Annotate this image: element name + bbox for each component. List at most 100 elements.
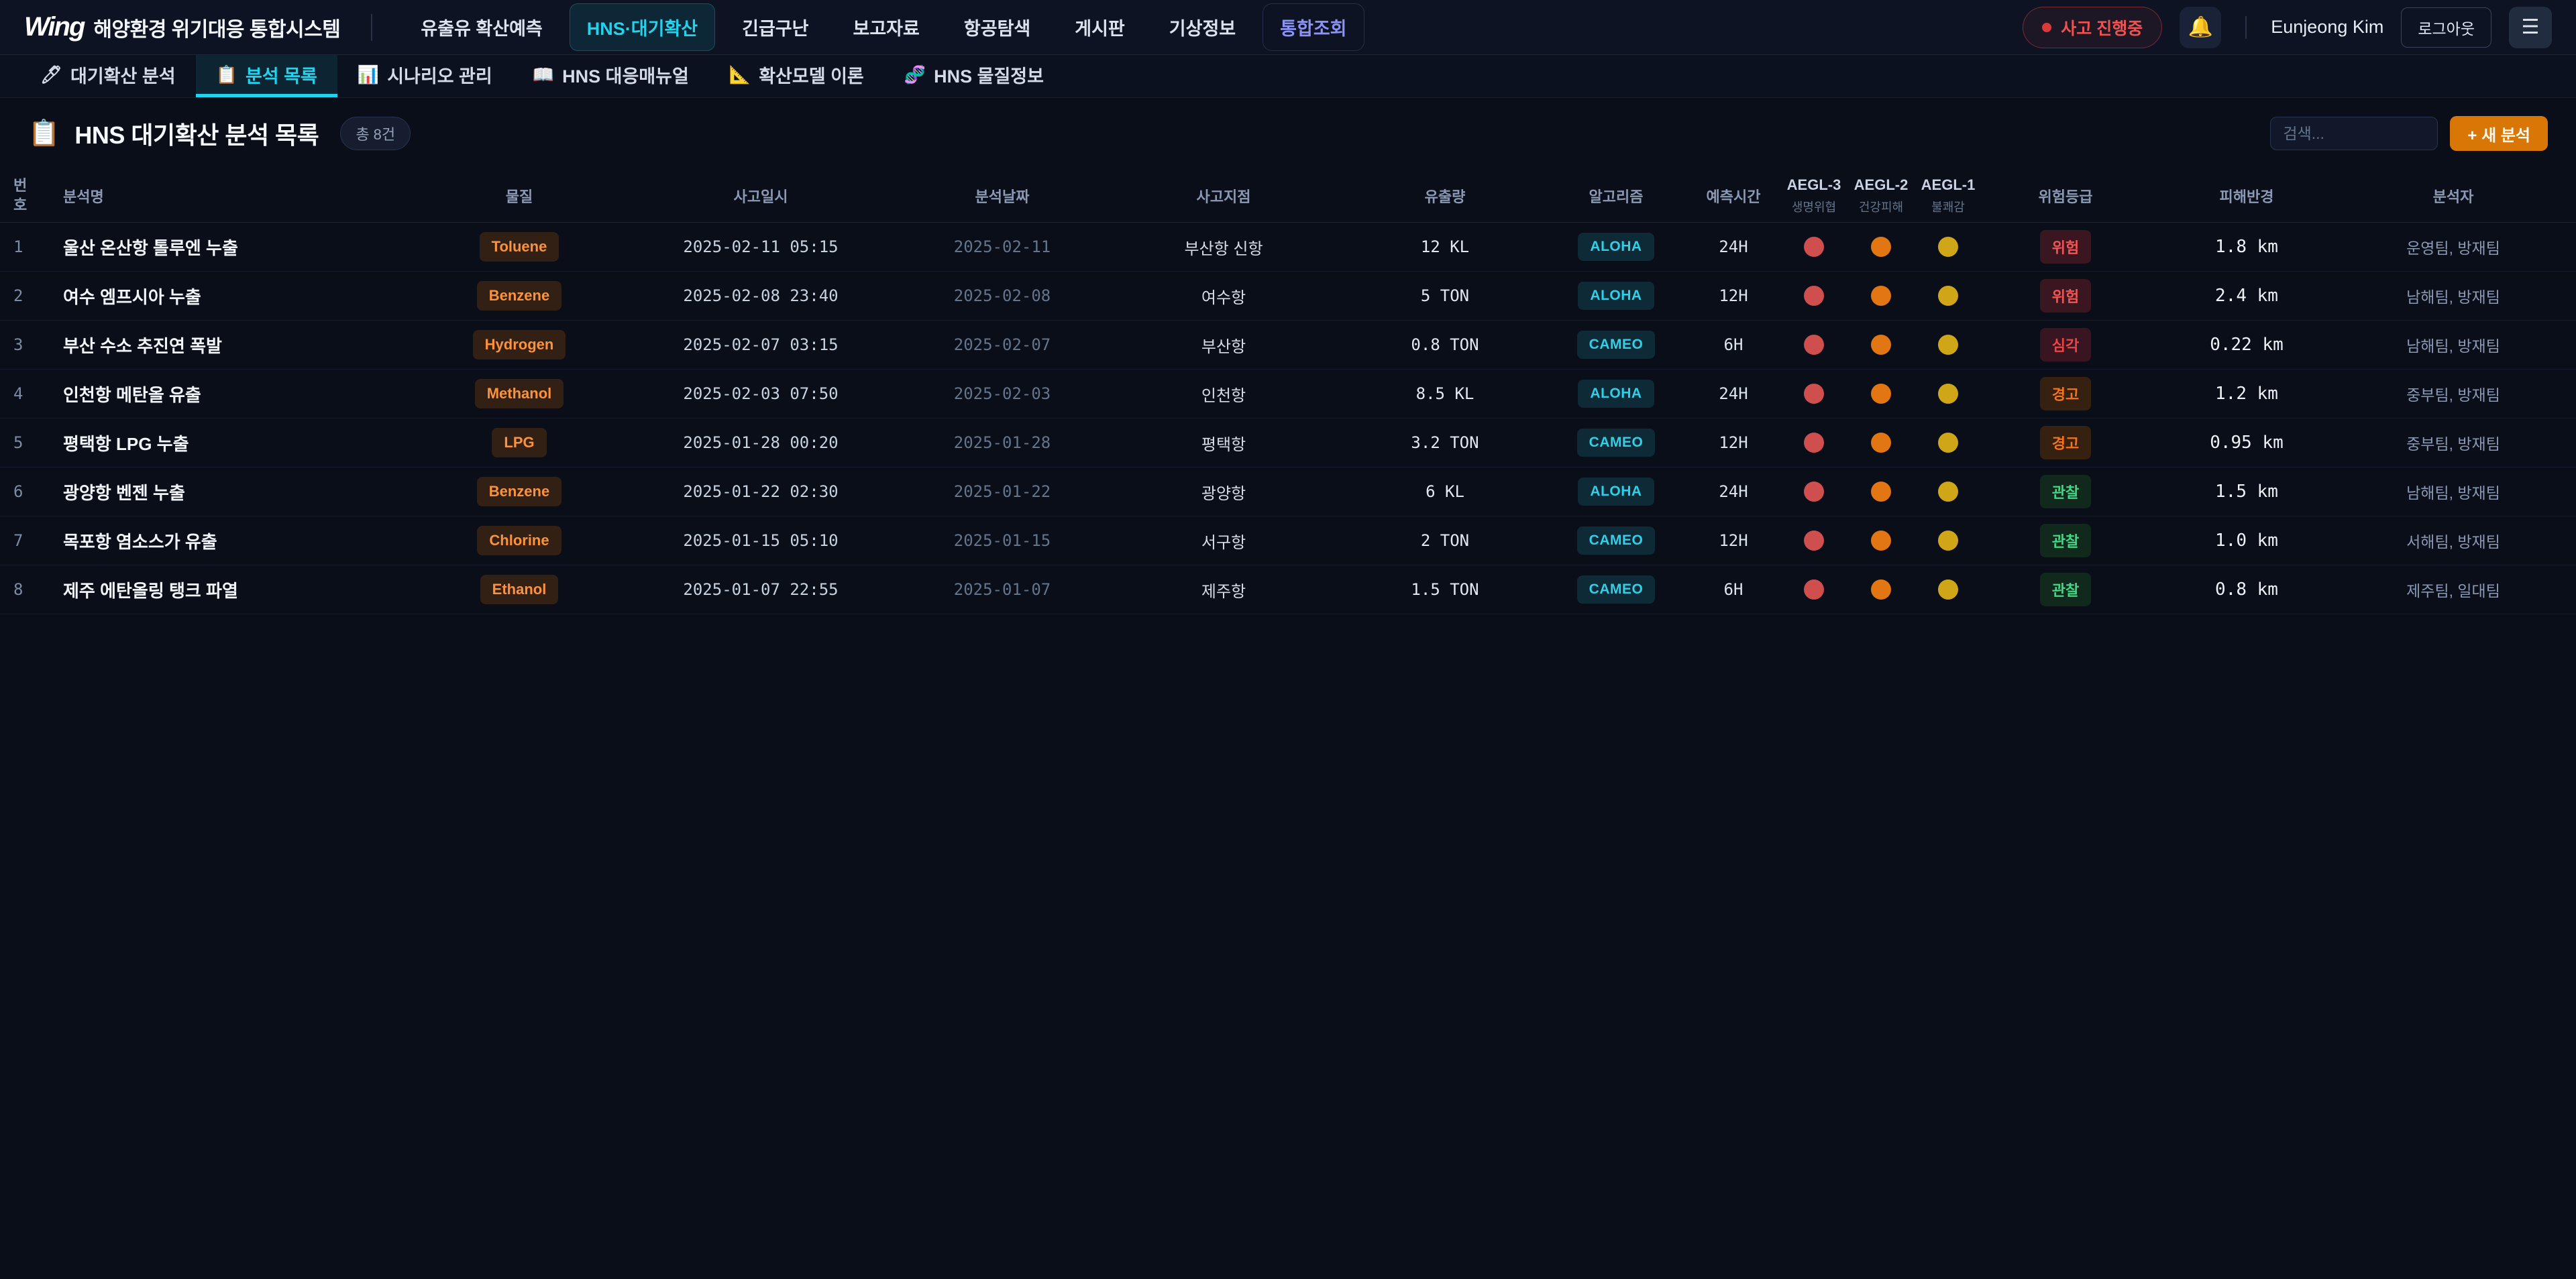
header-radius: 피해반경 [2219, 188, 2274, 205]
nav-integrated-search[interactable]: 통합조회 [1263, 3, 1364, 51]
incident-datetime: 2025-02-03 07:50 [683, 384, 839, 403]
aegl3-level-dot [1804, 433, 1824, 453]
divider [2245, 15, 2247, 39]
table-row[interactable]: 8 제주 에탄올링 탱크 파열 Ethanol 2025-01-07 22:55… [0, 565, 2576, 614]
analysis-date: 2025-02-08 [953, 286, 1051, 305]
nav-hns-atmospheric[interactable]: HNS·대기확산 [569, 3, 716, 51]
nav-weather-info[interactable]: 기상정보 [1169, 19, 1236, 39]
header-location: 사고지점 [1196, 188, 1251, 205]
material-badge: Methanol [474, 379, 564, 408]
row-number: 6 [13, 482, 23, 501]
analyst: 남해팀, 방재팀 [2406, 337, 2500, 355]
nav-reports[interactable]: 보고자료 [853, 19, 920, 39]
row-number: 7 [13, 531, 23, 550]
new-analysis-button[interactable]: + 새 분석 [2450, 116, 2548, 151]
damage-radius: 0.22 km [2210, 335, 2284, 355]
aegl3-level-dot [1804, 482, 1824, 502]
table-row[interactable]: 1 울산 온산항 톨루엔 누출 Toluene 2025-02-11 05:15… [0, 223, 2576, 272]
table-row[interactable]: 3 부산 수소 추진연 폭발 Hydrogen 2025-02-07 03:15… [0, 321, 2576, 370]
algorithm-badge: CAMEO [1576, 429, 1656, 457]
table-body: 1 울산 온산항 톨루엔 누출 Toluene 2025-02-11 05:15… [0, 223, 2576, 614]
analysis-name: 광양항 벤젠 누출 [63, 482, 185, 503]
header-amount: 유출량 [1424, 188, 1466, 205]
incident-in-progress-badge: 사고 진행중 [2023, 6, 2163, 48]
analysis-date: 2025-02-07 [953, 335, 1051, 354]
aegl3-level-dot [1804, 237, 1824, 257]
page-header-actions: + 새 분석 [2270, 116, 2548, 151]
analysis-date: 2025-01-22 [953, 482, 1051, 501]
aegl1-level-dot [1938, 286, 1958, 306]
incident-datetime: 2025-02-08 23:40 [683, 286, 839, 305]
aegl1-level-dot [1938, 579, 1958, 600]
app-logo[interactable]: Wing 해양환경 위기대응 통합시스템 [24, 12, 341, 42]
nav-oil-spill-forecast[interactable]: 유출유 확산예측 [421, 19, 543, 39]
search-input[interactable] [2270, 117, 2438, 150]
tab-hns-material-info[interactable]: 🧬 HNS 물질정보 [884, 55, 1064, 97]
table-row[interactable]: 4 인천항 메탄올 유출 Methanol 2025-02-03 07:50 2… [0, 370, 2576, 419]
incident-datetime: 2025-02-11 05:15 [683, 237, 839, 256]
incident-datetime: 2025-01-15 05:10 [683, 531, 839, 550]
analysis-date: 2025-02-03 [953, 384, 1051, 403]
material-badge: Toluene [479, 232, 559, 262]
incident-datetime: 2025-01-07 22:55 [683, 580, 839, 599]
logout-button[interactable]: 로그아웃 [2401, 7, 2491, 48]
header-no: 번호 [13, 176, 28, 213]
header-analysis-date: 분석날짜 [975, 188, 1030, 205]
spill-amount: 0.8 TON [1411, 335, 1479, 354]
clipboard-icon: 📋 [28, 119, 60, 148]
risk-badge: 관찰 [2039, 475, 2092, 508]
damage-radius: 0.95 km [2210, 433, 2284, 453]
bar-chart-icon: 📊 [357, 64, 380, 85]
risk-badge: 경고 [2039, 377, 2092, 410]
table-row[interactable]: 5 평택항 LPG 누출 LPG 2025-01-28 00:20 2025-0… [0, 419, 2576, 467]
page-title: HNS 대기확산 분석 목록 [74, 121, 319, 149]
tab-scenario-management[interactable]: 📊 시나리오 관리 [337, 55, 513, 97]
nav-emergency-rescue[interactable]: 긴급구난 [742, 19, 809, 39]
hamburger-menu-button[interactable]: ☰ [2509, 6, 2552, 48]
row-number: 5 [13, 433, 23, 452]
aegl2-level-dot [1871, 237, 1891, 257]
incident-location: 평택항 [1201, 435, 1246, 454]
table-row[interactable]: 6 광양항 벤젠 누출 Benzene 2025-01-22 02:30 202… [0, 467, 2576, 516]
spill-amount: 5 TON [1420, 286, 1470, 305]
incident-location: 광양항 [1201, 484, 1246, 503]
spill-amount: 1.5 TON [1411, 580, 1479, 599]
nav-board[interactable]: 게시판 [1075, 19, 1125, 39]
row-number: 4 [13, 384, 23, 403]
tab-label: HNS 물질정보 [934, 66, 1044, 87]
page-header: 📋 HNS 대기확산 분석 목록 총 8건 + 새 분석 [0, 98, 2576, 169]
pen-icon: 🖊 [40, 64, 63, 85]
analyst: 서해팀, 방재팀 [2406, 533, 2500, 551]
forecast-time: 12H [1719, 286, 1748, 305]
header-aegl2-sub: 건강피해 [1858, 200, 1904, 214]
header-aegl2: AEGL-2 건강피해 [1847, 176, 1915, 215]
aegl1-level-dot [1938, 433, 1958, 453]
aegl1-level-dot [1938, 384, 1958, 404]
tab-label: 시나리오 관리 [387, 66, 492, 87]
bell-icon: 🔔 [2188, 16, 2213, 38]
notifications-button[interactable]: 🔔 [2180, 6, 2222, 48]
forecast-time: 24H [1719, 237, 1748, 256]
tab-diffusion-model-theory[interactable]: 📐 확산모델 이론 [709, 55, 884, 97]
nav-aerial-search[interactable]: 항공탐색 [963, 19, 1031, 39]
forecast-time: 6H [1723, 335, 1743, 354]
forecast-time: 12H [1719, 433, 1748, 452]
header-aegl1-sub: 불쾌감 [1931, 200, 1965, 214]
ruler-icon: 📐 [729, 64, 751, 85]
tab-analysis-list[interactable]: 📋 분석 목록 [195, 55, 337, 97]
analysis-date: 2025-02-11 [953, 237, 1051, 256]
aegl3-level-dot [1804, 531, 1824, 551]
tab-diffusion-analysis[interactable]: 🖊 대기확산 분석 [20, 55, 196, 97]
incident-location: 인천항 [1201, 386, 1246, 405]
forecast-time: 24H [1719, 384, 1748, 403]
analysis-name: 여수 엠프시아 누출 [63, 286, 201, 307]
algorithm-badge: ALOHA [1578, 478, 1654, 506]
tab-label: 대기확산 분석 [70, 66, 176, 87]
table-row[interactable]: 2 여수 엠프시아 누출 Benzene 2025-02-08 23:40 20… [0, 272, 2576, 321]
analysis-name: 평택항 LPG 누출 [63, 433, 189, 454]
header-aegl3: AEGL-3 생명위협 [1780, 176, 1847, 215]
tab-hns-response-manual[interactable]: 📖 HNS 대응매뉴얼 [513, 55, 709, 97]
table-row[interactable]: 7 목포항 염소스가 유출 Chlorine 2025-01-15 05:10 … [0, 516, 2576, 565]
damage-radius: 1.5 km [2215, 482, 2278, 502]
incident-location: 부산항 신항 [1184, 239, 1263, 258]
